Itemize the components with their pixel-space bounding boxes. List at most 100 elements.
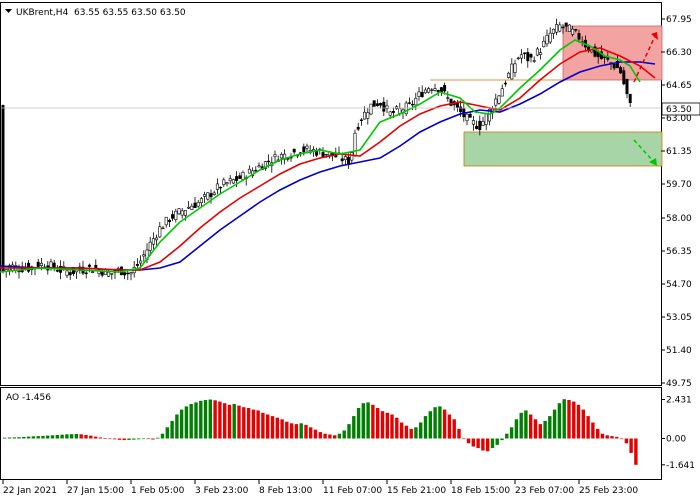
candle-body [366,112,370,119]
ao-bar [69,434,74,439]
ao-bar [615,436,619,439]
candle-body [273,154,277,158]
candle-body [87,264,91,267]
price-tick-label: 49.75 [666,379,692,389]
candle-body [49,261,53,268]
ao-bar [481,438,485,451]
candle-body [324,153,328,156]
candle-body [228,178,232,182]
candle-body [129,272,133,275]
chevron-down-icon[interactable] [5,9,12,13]
candle-body [519,54,523,59]
time-tick-label: 1 Feb 05:00 [131,486,185,496]
ao-bar [208,399,212,439]
candle-body [225,182,229,185]
ao-bar [366,402,370,439]
ao-bar [251,409,256,439]
ao-bar [548,416,552,439]
ao-bar [352,416,356,439]
candle-body [388,111,392,116]
ao-bar [519,412,523,439]
ao-bar [610,436,614,439]
ao-bar [629,438,633,453]
candle-body [340,158,344,162]
ao-bar [457,428,461,439]
candle-body [561,26,565,29]
ao-bar [227,404,232,439]
candle-body [372,100,376,107]
candle-body [110,273,114,275]
ao-bar [74,434,79,439]
candle-body [439,87,443,92]
candle-body [219,186,223,189]
candle-body [542,40,546,47]
candle-body [446,97,450,99]
time-axis: 22 Jan 2021 27 Jan 15:00 1 Feb 05:00 3 Feb … [2,480,638,496]
price-tag: 63.50 [666,105,692,115]
ao-bar [266,414,270,439]
candle-body [155,237,159,241]
candle-body [548,32,552,43]
ao-bar [462,438,466,440]
candle-body [235,176,239,181]
ao-bar [529,414,533,439]
ao-bar [380,411,385,439]
candle-body [302,146,306,153]
candle-body [65,270,69,276]
candle-body [151,238,155,245]
candle-body [84,272,88,274]
ao-bar [7,437,12,439]
ma-mid-line [0,47,656,271]
ao-bar [189,404,193,439]
candle-body [193,202,197,209]
ao-bar [122,438,126,441]
candle-body [481,121,485,126]
ao-bar [299,423,303,439]
candle-body [356,126,360,130]
ao-bar [376,408,380,439]
candle-body [564,22,568,27]
price-tick-label: 51.40 [666,346,692,356]
time-tick-label: 25 Feb 23:00 [579,486,638,496]
price-tick-label: 67.95 [666,15,692,25]
candle-body [398,108,402,114]
ao-bar [395,417,399,439]
ao-bar [117,438,122,440]
candle-body [107,271,111,277]
ao-bar [399,422,404,439]
ao-bar [232,404,236,439]
candle-body [215,183,219,190]
candle-body [571,28,575,35]
ao-bar [246,408,251,439]
candle-body [436,90,440,93]
ao-bar [576,404,581,439]
candle-body [174,210,178,220]
ao-bar [490,438,495,449]
price-tick-label: 56.35 [666,247,692,257]
price-tick-label: 63.00 [666,114,692,124]
candle-body [628,93,632,103]
candle-body [545,34,549,45]
price-pane-frame [0,2,662,386]
ao-bar [280,419,284,439]
candle-body [404,102,408,115]
candle-body [484,113,488,125]
candle-body [209,193,213,198]
ao-bar [50,435,55,439]
candle-body [279,154,283,159]
ao-bar [533,419,538,439]
candle-body [577,33,581,40]
ao-bar [347,424,351,439]
candle-body [465,113,469,122]
ao-bar [136,438,141,440]
ao-bar [514,419,519,439]
candle-body [292,148,296,153]
ao-bar [624,438,629,444]
ao-bar [438,406,442,439]
ao-bar [170,420,174,439]
candle-body [619,67,623,74]
ao-bar [275,417,279,439]
ao-bar [328,434,332,439]
candle-body [603,56,607,59]
